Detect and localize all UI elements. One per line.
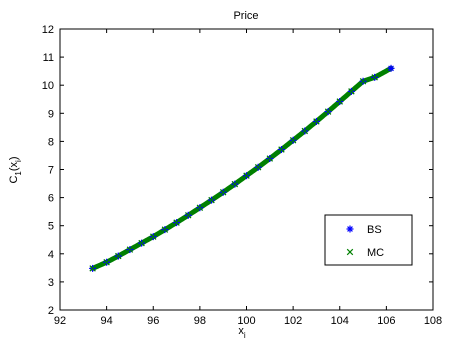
mc-point xyxy=(173,219,180,226)
mc-point xyxy=(324,108,332,115)
y-axis-label: C1(xi) xyxy=(8,156,23,183)
y-tick-label: 5 xyxy=(48,221,54,233)
x-tick-label: 106 xyxy=(377,315,395,327)
mc-point xyxy=(348,88,355,95)
mc-point xyxy=(161,226,169,233)
y-tick-label: 4 xyxy=(48,249,54,261)
legend-box xyxy=(324,214,413,266)
y-tick-label: 6 xyxy=(48,193,54,205)
mc-point xyxy=(184,212,192,219)
y-tick-label: 8 xyxy=(48,136,54,148)
x-tick-label: 100 xyxy=(237,315,255,327)
x-tick-label: 104 xyxy=(331,315,349,327)
mc-point xyxy=(103,259,110,266)
mc-point xyxy=(89,265,96,272)
mc-point xyxy=(301,127,309,135)
mc-point xyxy=(138,239,145,247)
mc-point xyxy=(254,164,262,171)
mc-point xyxy=(150,233,157,240)
chart-title: Price xyxy=(233,10,258,22)
legend-mc-x xyxy=(346,248,354,256)
legend-label-mc: MC xyxy=(367,247,384,259)
y-tick-label: 10 xyxy=(42,80,54,92)
y-tick-label: 7 xyxy=(48,165,54,177)
x-tick-label: 108 xyxy=(424,315,442,327)
y-tick-label: 2 xyxy=(48,305,54,317)
x-tick-label: 96 xyxy=(147,315,159,327)
data-points xyxy=(89,64,395,272)
bs-point xyxy=(387,64,395,72)
y-tick-label: 9 xyxy=(48,108,54,120)
x-tick-label: 98 xyxy=(194,315,206,327)
x-tick-label: 94 xyxy=(101,315,113,327)
mc-point xyxy=(219,189,227,196)
legend-marker-bs xyxy=(346,225,354,233)
mc-point xyxy=(208,196,215,204)
mc-point xyxy=(196,204,204,211)
axis-ticks: 92 94 96 98 100 102 104 106 108 2 3 4 5 6 7 8 9 10 11 12 xyxy=(42,24,442,327)
plot-area xyxy=(59,28,434,311)
mc-point xyxy=(266,155,274,162)
legend-marker-mc xyxy=(346,248,354,256)
mc-point xyxy=(278,146,285,153)
mc-point xyxy=(336,98,343,105)
x-tick-label: 92 xyxy=(54,315,66,327)
mc-point xyxy=(371,74,378,81)
mc-point xyxy=(115,252,122,260)
mc-point xyxy=(231,180,239,188)
x-tick-label: 102 xyxy=(284,315,302,327)
mc-point xyxy=(359,78,367,85)
x-axis-label: xi xyxy=(238,325,246,340)
y-tick-label: 11 xyxy=(43,52,54,64)
mc-point xyxy=(126,246,134,253)
mc-point xyxy=(243,172,250,179)
y-tick-label: 3 xyxy=(48,277,54,289)
mc-point xyxy=(313,118,320,125)
legend: BS MC xyxy=(324,214,413,266)
y-tick-label: 12 xyxy=(42,24,54,36)
mc-point xyxy=(289,137,297,144)
legend-label-bs: BS xyxy=(367,224,382,236)
legend-bs-star xyxy=(346,225,354,233)
